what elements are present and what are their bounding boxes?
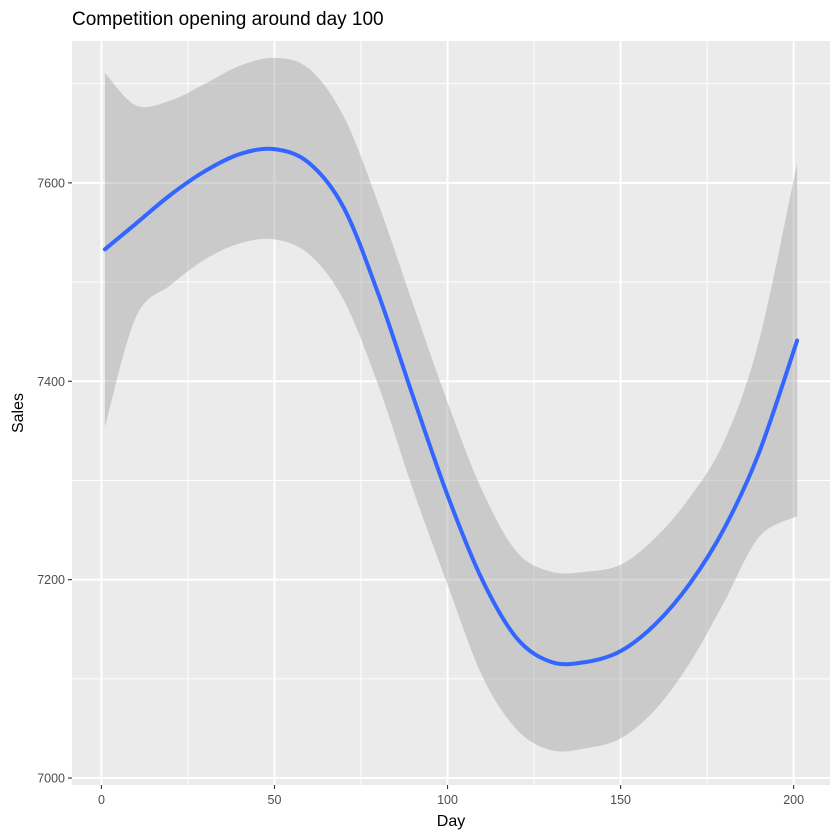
x-tick-label: 50	[268, 793, 282, 807]
major-gridlines	[72, 41, 830, 785]
y-tick-label: 7000	[37, 772, 65, 786]
x-tick-label: 0	[98, 793, 105, 807]
chart-title: Competition opening around day 100	[72, 9, 384, 30]
smooth-line	[102, 146, 800, 667]
y-tick-label: 7400	[37, 375, 65, 389]
x-tick-label: 150	[610, 793, 631, 807]
x-axis: 0 50 100 150 200	[98, 785, 804, 807]
y-tick-label: 7200	[37, 573, 65, 587]
y-tick-label: 7600	[37, 176, 65, 190]
x-tick-label: 200	[783, 793, 804, 807]
confidence-band	[104, 57, 798, 752]
x-axis-title: Day	[437, 813, 465, 830]
plot-panel	[72, 41, 830, 785]
x-tick-label: 100	[437, 793, 458, 807]
y-axis-title: Sales	[10, 393, 27, 433]
minor-gridlines	[72, 41, 830, 785]
y-axis: 7000 7200 7400 7600	[37, 176, 72, 786]
